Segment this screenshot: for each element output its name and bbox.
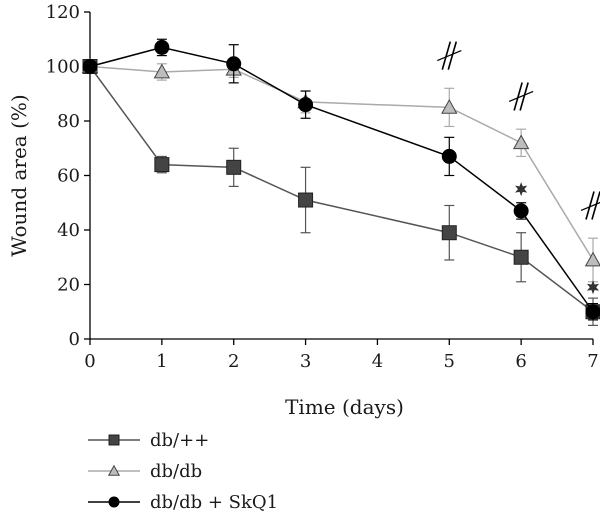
significance-mark <box>437 41 462 70</box>
slash <box>447 41 458 70</box>
slash <box>513 82 523 111</box>
legend-marker <box>108 496 120 508</box>
annotations <box>437 41 600 295</box>
significance-mark <box>508 82 534 111</box>
y-tick-label: 60 <box>57 166 80 187</box>
legend-item-square: db/++ <box>88 430 209 451</box>
x-axis-title: Time (days) <box>285 395 404 419</box>
data-point <box>441 225 457 241</box>
y-tick-label: 40 <box>57 220 80 241</box>
slash <box>591 191 600 220</box>
data-point <box>298 97 314 113</box>
x-tick-label: 0 <box>84 351 95 372</box>
data-point <box>513 203 529 219</box>
slash-bar <box>580 201 600 212</box>
significance-mark <box>580 191 600 220</box>
data-point <box>585 304 600 320</box>
slash <box>585 191 595 220</box>
data-point <box>82 59 98 74</box>
slash <box>519 82 529 111</box>
x-tick-label: 6 <box>515 351 526 372</box>
data-point <box>154 39 170 55</box>
data-point <box>226 56 242 72</box>
slash-bar <box>437 50 462 62</box>
x-tick-label: 2 <box>228 351 239 372</box>
x-tick-label: 3 <box>300 351 311 372</box>
legend-marker <box>107 464 121 476</box>
y-tick-label: 120 <box>46 2 80 23</box>
x-tick-label: 4 <box>372 351 383 372</box>
legend-label: db/db <box>150 461 202 482</box>
star-mark <box>586 280 600 295</box>
series-circle <box>82 38 600 321</box>
x-tick-label: 5 <box>444 351 455 372</box>
data-point <box>584 251 600 267</box>
slash-bar <box>508 90 534 103</box>
legend-item-triangle: db/db <box>88 461 202 482</box>
series-layer <box>81 38 600 326</box>
series-line <box>89 46 594 313</box>
data-point <box>512 134 530 150</box>
slash <box>441 41 452 70</box>
legend-item-circle: db/db + SkQ1 <box>88 492 278 513</box>
data-point <box>441 98 458 114</box>
data-point <box>154 157 170 173</box>
y-tick-label: 20 <box>57 275 80 296</box>
axes: 0 20 40 60 80 100 120 0 1 2 3 4 5 6 7 <box>46 2 599 372</box>
legend-label: db/++ <box>150 430 209 451</box>
data-point <box>153 63 171 79</box>
y-tick-label: 80 <box>57 111 80 132</box>
star-mark <box>515 182 528 197</box>
data-point <box>226 159 242 175</box>
data-point <box>513 249 529 265</box>
y-tick-label: 100 <box>46 57 80 78</box>
legend-marker <box>108 434 120 446</box>
y-axis-title: Wound area (%) <box>7 94 31 256</box>
y-tick-label: 0 <box>69 329 80 350</box>
x-tick-label: 7 <box>587 351 598 372</box>
legend-label: db/db + SkQ1 <box>150 492 278 513</box>
data-point <box>441 148 457 164</box>
legend: db/++ db/db db/db + SkQ1 <box>88 430 278 513</box>
data-point <box>298 192 314 208</box>
x-tick-label: 1 <box>156 351 167 372</box>
